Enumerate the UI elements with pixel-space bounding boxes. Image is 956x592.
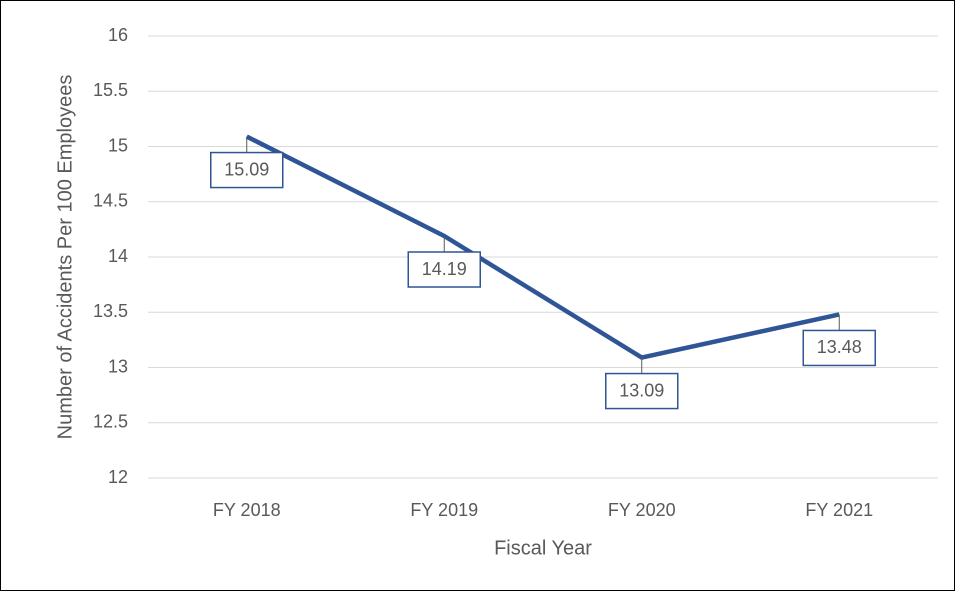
y-tick-label: 13 (108, 356, 128, 376)
data-label: 13.48 (817, 337, 862, 357)
y-tick-label: 12 (108, 467, 128, 487)
y-tick-label: 14.5 (93, 191, 128, 211)
x-tick-label: FY 2018 (213, 500, 281, 520)
y-tick-label: 14 (108, 246, 128, 266)
data-label: 13.09 (619, 380, 664, 400)
y-tick-label: 16 (108, 25, 128, 45)
data-line (245, 134, 840, 360)
data-label: 15.09 (224, 159, 269, 179)
data-label-box (210, 151, 284, 189)
data-label-box (802, 329, 876, 367)
x-axis-title: Fiscal Year (494, 537, 592, 559)
data-label-box (605, 372, 679, 410)
y-tick-label: 12.5 (93, 412, 128, 432)
y-tick-label: 15.5 (93, 80, 128, 100)
x-tick-label: FY 2019 (410, 500, 478, 520)
y-tick-label: 15 (108, 135, 128, 155)
data-label: 14.19 (422, 259, 467, 279)
y-axis-title: Number of Accidents Per 100 Employees (54, 75, 76, 440)
y-tick-label: 13.5 (93, 301, 128, 321)
x-tick-label: FY 2020 (608, 500, 676, 520)
data-label-box (407, 251, 481, 288)
x-tick-label: FY 2021 (805, 500, 873, 520)
